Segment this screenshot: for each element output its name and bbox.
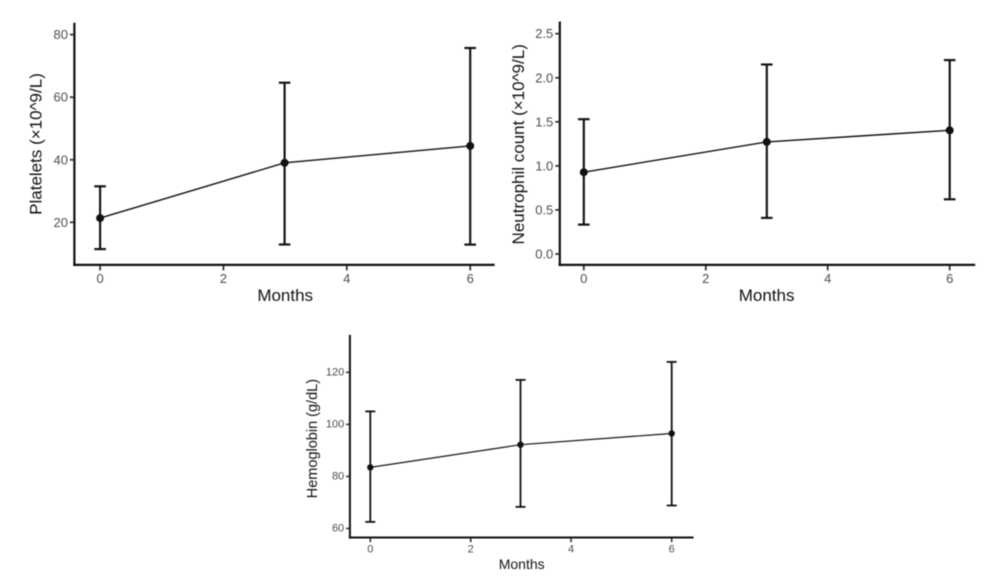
svg-text:2: 2 [702,271,709,286]
svg-text:0.5: 0.5 [535,202,553,217]
svg-text:0: 0 [96,271,103,286]
svg-text:Months: Months [257,286,313,305]
svg-text:0: 0 [367,543,373,555]
svg-text:40: 40 [54,152,68,167]
svg-text:Hemoglobin (g/dL): Hemoglobin (g/dL) [305,379,321,498]
svg-text:0: 0 [580,271,587,286]
svg-text:1.0: 1.0 [535,158,553,173]
svg-text:20: 20 [54,215,68,230]
svg-text:80: 80 [332,470,344,482]
svg-text:Months: Months [739,286,795,305]
svg-text:4: 4 [568,543,574,555]
svg-text:120: 120 [326,366,344,378]
svg-text:6: 6 [946,271,953,286]
svg-text:2: 2 [220,271,227,286]
svg-text:60: 60 [54,90,68,105]
svg-text:60: 60 [332,523,344,535]
svg-text:2.0: 2.0 [535,70,553,85]
svg-text:80: 80 [54,27,68,42]
svg-text:6: 6 [467,271,474,286]
svg-text:2: 2 [468,543,474,555]
svg-text:0.0: 0.0 [535,247,553,262]
svg-text:2.5: 2.5 [535,26,553,41]
svg-text:4: 4 [824,271,831,286]
svg-text:Months: Months [499,556,545,572]
svg-text:100: 100 [326,418,344,430]
svg-text:1.5: 1.5 [535,114,553,129]
svg-text:4: 4 [343,271,350,286]
svg-text:6: 6 [669,543,675,555]
svg-text:Platelets (×10^9/L): Platelets (×10^9/L) [27,73,46,215]
svg-text:Neutrophil count (×10^9/L): Neutrophil count (×10^9/L) [509,44,528,244]
